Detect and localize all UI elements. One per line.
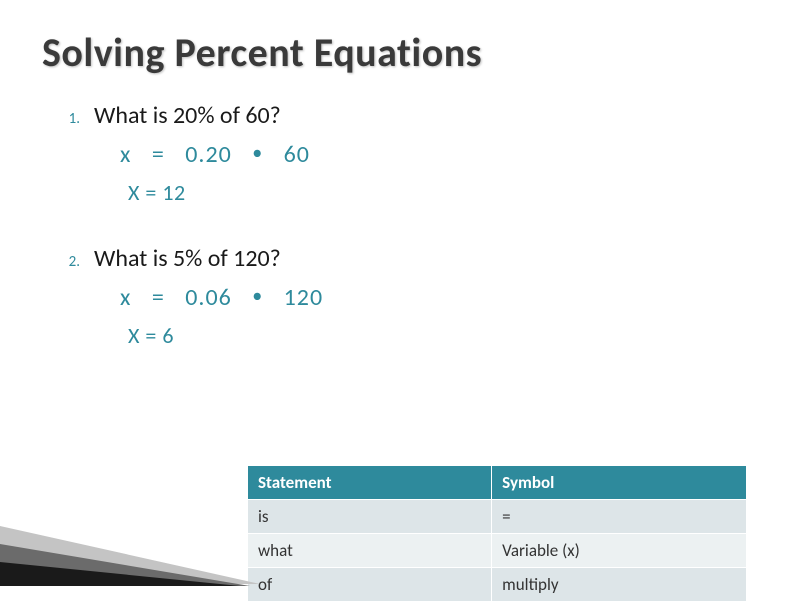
eq-equals: =	[152, 283, 165, 312]
table-header: Statement	[248, 466, 492, 500]
table-header-row: Statement Symbol	[248, 466, 747, 500]
eq-lhs: x	[120, 283, 131, 312]
question-text: What is 5% of 120?	[94, 244, 281, 273]
equation: x = 0.06 • 120	[62, 273, 786, 312]
table-row: is =	[248, 500, 747, 534]
item-number: 2.	[62, 253, 80, 271]
answer-text: X = 12	[62, 169, 786, 206]
eq-a: 0.06	[185, 283, 232, 312]
eq-b: 60	[284, 140, 310, 169]
eq-op: •	[252, 284, 263, 308]
eq-b: 120	[284, 283, 324, 312]
table-cell: what	[248, 534, 492, 568]
eq-a: 0.20	[185, 140, 232, 169]
list-item: 2. What is 5% of 120? x = 0.06 • 120 X =…	[62, 244, 786, 349]
eq-equals: =	[152, 140, 165, 169]
eq-lhs: x	[120, 140, 131, 169]
item-number: 1.	[62, 110, 80, 128]
wedge-light	[0, 526, 260, 586]
page-title: Solving Percent Equations	[0, 0, 786, 77]
question-row: 1. What is 20% of 60?	[62, 101, 786, 130]
wedge-dark	[0, 562, 240, 586]
table-cell: =	[492, 500, 747, 534]
eq-op: •	[252, 141, 263, 165]
wedge-mid	[0, 544, 250, 586]
table-row: of multiply	[248, 568, 747, 602]
table-cell: Variable (x)	[492, 534, 747, 568]
table-row: what Variable (x)	[248, 534, 747, 568]
table-cell: is	[248, 500, 492, 534]
table-cell: multiply	[492, 568, 747, 602]
content-area: 1. What is 20% of 60? x = 0.20 • 60 X = …	[0, 77, 786, 349]
table-header: Symbol	[492, 466, 747, 500]
answer-text: X = 6	[62, 312, 786, 349]
question-text: What is 20% of 60?	[94, 101, 281, 130]
table-cell: of	[248, 568, 492, 602]
equation: x = 0.20 • 60	[62, 130, 786, 169]
decorative-wedge	[0, 466, 260, 586]
question-row: 2. What is 5% of 120?	[62, 244, 786, 273]
legend-table: Statement Symbol is = what Variable (x) …	[247, 465, 747, 602]
list-item: 1. What is 20% of 60? x = 0.20 • 60 X = …	[62, 101, 786, 206]
